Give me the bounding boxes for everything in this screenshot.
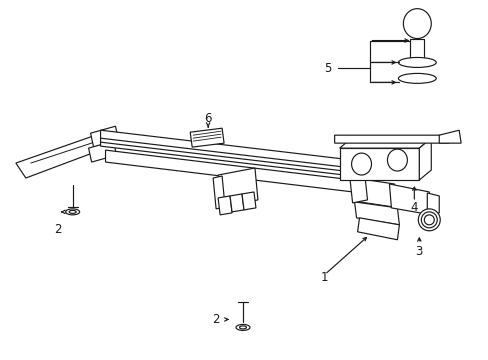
Polygon shape [339, 148, 419, 180]
Text: 2: 2 [212, 313, 220, 326]
Polygon shape [354, 202, 399, 225]
Text: 2: 2 [54, 223, 61, 236]
Polygon shape [229, 194, 244, 212]
Ellipse shape [65, 209, 80, 215]
Polygon shape [349, 172, 367, 203]
Polygon shape [427, 193, 438, 215]
Polygon shape [409, 39, 424, 58]
Polygon shape [105, 150, 369, 194]
Ellipse shape [424, 215, 433, 225]
Ellipse shape [386, 149, 407, 171]
Text: 3: 3 [415, 245, 422, 258]
Polygon shape [213, 176, 224, 209]
Polygon shape [354, 178, 399, 208]
Polygon shape [419, 138, 430, 180]
Ellipse shape [239, 326, 246, 329]
Ellipse shape [351, 153, 371, 175]
Polygon shape [101, 130, 369, 178]
Ellipse shape [236, 324, 249, 330]
Polygon shape [242, 192, 255, 210]
Ellipse shape [403, 9, 430, 39]
Ellipse shape [417, 209, 439, 231]
Polygon shape [16, 135, 105, 178]
Polygon shape [90, 126, 118, 147]
Polygon shape [339, 138, 430, 148]
Polygon shape [218, 196, 232, 215]
Ellipse shape [69, 210, 76, 213]
Polygon shape [218, 168, 258, 207]
Polygon shape [88, 141, 116, 162]
Ellipse shape [398, 58, 435, 67]
Text: 5: 5 [324, 62, 331, 75]
Ellipse shape [398, 73, 435, 84]
Text: 1: 1 [320, 271, 328, 284]
Polygon shape [357, 218, 399, 240]
Polygon shape [388, 184, 430, 215]
Polygon shape [190, 128, 224, 147]
Polygon shape [334, 135, 448, 143]
Text: 4: 4 [410, 201, 417, 215]
Polygon shape [438, 130, 460, 143]
Text: 6: 6 [204, 112, 211, 125]
